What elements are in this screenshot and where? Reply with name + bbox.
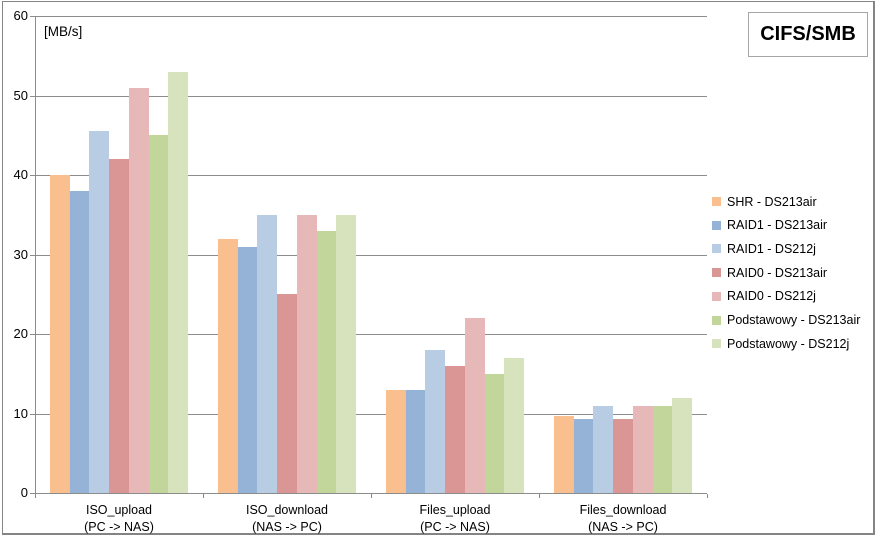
legend-label: RAID1 - DS212j: [727, 241, 816, 256]
legend-item-1: SHR - DS213air: [712, 194, 817, 209]
bar-s2-c3: [405, 389, 426, 493]
x-tick-mark-0: [35, 494, 36, 498]
legend-label: Podstawowy - DS212j: [727, 336, 850, 351]
category-label-3: Files_upload (PC -> NAS): [371, 502, 539, 536]
legend-item-3: RAID1 - DS212j: [712, 241, 816, 256]
y-tick-mark-20: [30, 334, 35, 335]
legend-color-swatch: [712, 339, 721, 349]
legend-color-swatch: [712, 244, 721, 254]
bar-s2-c1: [69, 190, 90, 493]
category-label-line2: (NAS -> PC): [588, 520, 658, 534]
y-tick-label-60: 60: [13, 8, 28, 23]
bar-s3-c1: [89, 131, 110, 493]
bar-s7-c1: [168, 71, 189, 493]
chart-title: CIFS/SMB: [760, 23, 856, 45]
bar-s3-c2: [257, 214, 278, 493]
category-label-1: ISO_upload (PC -> NAS): [35, 502, 203, 536]
bar-s5-c1: [128, 87, 149, 493]
legend-label: RAID0 - DS212j: [727, 289, 816, 304]
bar-s4-c3: [445, 365, 465, 493]
gridline-10: [35, 414, 707, 415]
category-label-line1: ISO_upload: [85, 503, 153, 517]
legend-label: RAID1 - DS213air: [727, 218, 828, 233]
legend-label: RAID0 - DS213air: [727, 265, 828, 280]
bar-s6-c3: [484, 373, 505, 493]
gridline-60: [35, 16, 707, 17]
bar-s3-c4: [593, 405, 614, 493]
category-label-line1: Files_download: [579, 503, 667, 517]
bar-s4-c4: [613, 419, 633, 493]
category-label-line2: (PC -> NAS): [84, 520, 154, 534]
bar-s1-c1: [49, 175, 70, 493]
legend-item-2: RAID1 - DS213air: [712, 218, 827, 233]
bar-s5-c3: [464, 318, 485, 493]
y-tick-label-20: 20: [13, 326, 28, 341]
y-tick-label-50: 50: [13, 88, 28, 103]
bar-s2-c2: [237, 246, 258, 493]
y-tick-label-0: 0: [20, 485, 28, 500]
bar-s7-c2: [336, 214, 357, 493]
y-tick-mark-0: [30, 493, 35, 494]
legend-color-swatch: [712, 220, 721, 230]
y-tick-mark-40: [30, 175, 35, 176]
legend-label: SHR - DS213air: [727, 194, 817, 209]
bar-s4-c1: [109, 159, 129, 493]
legend-color-swatch: [712, 268, 721, 278]
bar-s6-c2: [316, 230, 337, 493]
y-axis-line: [35, 16, 36, 493]
y-tick-label-40: 40: [13, 167, 28, 182]
legend-label: Podstawowy - DS213air: [727, 313, 861, 327]
bar-s6-c4: [652, 405, 673, 493]
legend-color-swatch: [712, 197, 721, 206]
gridline-20: [35, 334, 707, 335]
x-axis-line: [35, 493, 707, 494]
y-tick-mark-50: [30, 96, 35, 97]
y-tick-label-10: 10: [13, 406, 28, 421]
x-tick-mark-1: [203, 494, 204, 498]
category-label-line2: (PC -> NAS): [420, 520, 490, 534]
legend-item-7: Podstawowy - DS212j: [712, 336, 849, 351]
x-tick-mark-4: [707, 494, 708, 498]
bar-s6-c1: [148, 135, 169, 493]
y-tick-mark-60: [30, 16, 35, 17]
bar-s1-c4: [553, 415, 574, 493]
bar-s5-c2: [296, 214, 317, 493]
legend-color-swatch: [712, 315, 721, 325]
chart-title-box: CIFS/SMB: [748, 12, 868, 57]
y-tick-mark-10: [30, 414, 35, 415]
bar-s4-c2: [277, 294, 297, 493]
legend-item-5: RAID0 - DS212j: [712, 289, 816, 304]
y-axis-unit-label: [MB/s]: [44, 24, 83, 39]
bar-s1-c2: [217, 238, 238, 493]
bar-s7-c3: [504, 357, 525, 493]
bar-s1-c3: [385, 389, 406, 493]
category-label-line2: (NAS -> PC): [252, 520, 322, 534]
legend-color-swatch: [712, 291, 721, 301]
category-label-4: Files_download (NAS -> PC): [539, 502, 707, 536]
bar-s5-c4: [632, 405, 653, 493]
category-label-line1: Files_upload: [419, 503, 491, 517]
category-label-line1: ISO_download: [245, 503, 328, 517]
legend-item-4: RAID0 - DS213air: [712, 265, 827, 280]
x-tick-mark-2: [371, 494, 372, 498]
gridline-50: [35, 96, 707, 97]
bar-s7-c4: [672, 397, 693, 493]
y-tick-mark-30: [30, 255, 35, 256]
x-tick-mark-3: [539, 494, 540, 498]
y-tick-label-30: 30: [13, 247, 28, 262]
gridline-30: [35, 255, 707, 256]
gridline-40: [35, 175, 707, 176]
category-label-2: ISO_download (NAS -> PC): [203, 502, 371, 536]
legend-item-6: Podstawowy - DS213air: [712, 313, 860, 328]
bar-s2-c4: [573, 419, 594, 493]
bar-s3-c3: [425, 349, 446, 493]
